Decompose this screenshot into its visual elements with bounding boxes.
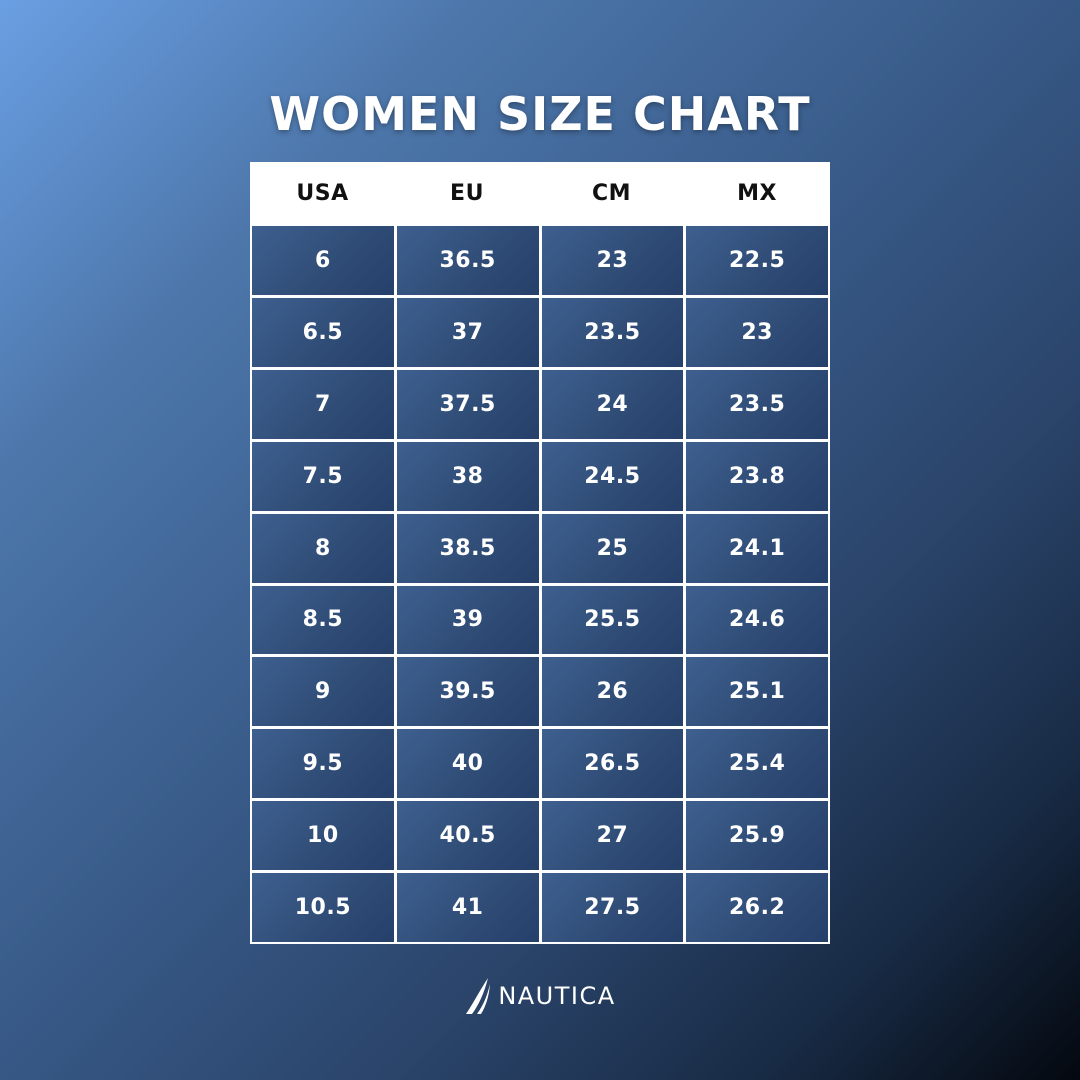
table-cell-usa: 8.5 bbox=[252, 585, 394, 655]
table-cell-cm: 26.5 bbox=[541, 729, 684, 799]
table-cell-cm: 24 bbox=[541, 369, 684, 439]
table-cell-cm: 26 bbox=[541, 657, 684, 727]
table-cell-eu: 38.5 bbox=[396, 513, 539, 583]
table-cell-cm: 23 bbox=[541, 226, 684, 295]
table-cell-cm: 25.5 bbox=[541, 585, 684, 655]
table-cell-usa: 6 bbox=[252, 226, 394, 295]
table-cell-eu: 37.5 bbox=[396, 369, 539, 439]
header-mx: MX bbox=[737, 181, 777, 206]
table-cell-mx: 24.1 bbox=[686, 513, 828, 583]
header-eu: EU bbox=[450, 181, 484, 206]
page-title: WOMEN SIZE CHART bbox=[269, 87, 811, 141]
table-cell-cm: 27.5 bbox=[541, 873, 684, 942]
table-cell-cm: 23.5 bbox=[541, 297, 684, 367]
table-cell-mx: 24.6 bbox=[686, 585, 828, 655]
header-usa: USA bbox=[296, 181, 349, 206]
table-cell-usa: 10.5 bbox=[252, 873, 394, 942]
table-cell-mx: 22.5 bbox=[686, 226, 828, 295]
table-cell-mx: 23.8 bbox=[686, 441, 828, 511]
table-cell-eu: 38 bbox=[396, 441, 539, 511]
table-cell-usa: 9.5 bbox=[252, 729, 394, 799]
table-cell-mx: 25.4 bbox=[686, 729, 828, 799]
table-cell-usa: 6.5 bbox=[252, 297, 394, 367]
table-cell-eu: 40.5 bbox=[396, 801, 539, 871]
table-cell-usa: 10 bbox=[252, 801, 394, 871]
table-cell-eu: 39.5 bbox=[396, 657, 539, 727]
brand-name: NAUTICA bbox=[498, 982, 616, 1010]
table-cell-cm: 27 bbox=[541, 801, 684, 871]
table-cell-cm: 25 bbox=[541, 513, 684, 583]
table-cell-usa: 7 bbox=[252, 369, 394, 439]
table-cell-mx: 25.9 bbox=[686, 801, 828, 871]
table-cell-eu: 40 bbox=[396, 729, 539, 799]
table-cell-mx: 23.5 bbox=[686, 369, 828, 439]
sail-icon bbox=[466, 978, 491, 1014]
table-cell-eu: 39 bbox=[396, 585, 539, 655]
table-cell-mx: 25.1 bbox=[686, 657, 828, 727]
table-cell-usa: 7.5 bbox=[252, 441, 394, 511]
table-cell-mx: 23 bbox=[686, 297, 828, 367]
size-chart-table: USA EU CM MX 6 36.5 23 22.5 6.5 37 23.5 23 7 37.5… bbox=[250, 162, 830, 944]
table-cell-usa: 8 bbox=[252, 513, 394, 583]
table-cell-eu: 41 bbox=[396, 873, 539, 942]
table-cell-usa: 9 bbox=[252, 657, 394, 727]
table-cell-cm: 24.5 bbox=[541, 441, 684, 511]
table-cell-eu: 36.5 bbox=[396, 226, 539, 295]
brand-logo: NAUTICA bbox=[0, 976, 1080, 1016]
table-header-row: USA EU CM MX bbox=[250, 162, 830, 225]
header-cm: CM bbox=[591, 181, 632, 206]
table-body: 6 36.5 23 22.5 6.5 37 23.5 23 7 37.5 24 23.5 7.5 38 24… bbox=[252, 226, 828, 942]
table-cell-mx: 26.2 bbox=[686, 873, 828, 942]
table-cell-eu: 37 bbox=[396, 297, 539, 367]
